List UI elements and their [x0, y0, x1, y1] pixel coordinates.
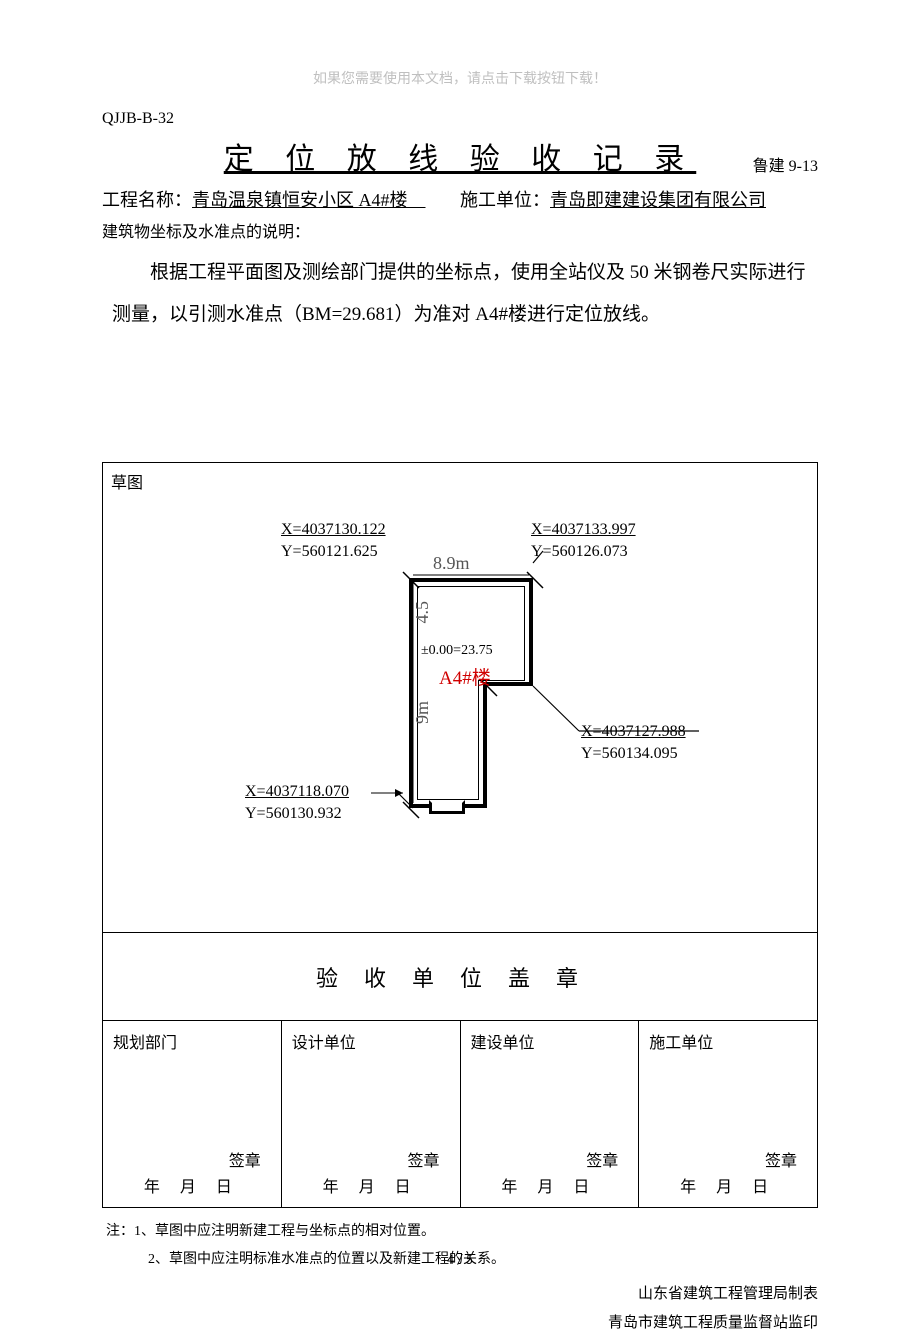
coord-block-tl: X=4037130.122 Y=560121.625 — [281, 519, 386, 564]
coord-block-tr: X=4037133.997 Y=560126.073 — [531, 519, 636, 564]
dept-stamp-1: 签章 — [229, 1147, 261, 1171]
dim-left-upper: 4.5 — [412, 601, 433, 624]
coord-tr-x: X=4037133.997 — [531, 519, 636, 541]
page-title: 定 位 放 线 验 收 记 录 — [224, 134, 697, 178]
building-name: A4#楼 — [439, 663, 491, 690]
page-number: 4 / 5 — [0, 1251, 920, 1268]
coord-br-y: Y=560134.095 — [581, 743, 686, 765]
footer-2: 青岛市建筑工程质量监督站监印 — [102, 1309, 818, 1337]
dept-stamp-3: 签章 — [586, 1147, 618, 1171]
dept-stamp-2: 签章 — [407, 1147, 439, 1171]
dept-title-4: 施工单位 — [649, 1029, 713, 1053]
elevation-text: ±0.00=23.75 — [421, 643, 493, 659]
proj-label: 工程名称： — [102, 190, 192, 210]
coord-block-bl: X=4037118.070 Y=560130.932 — [245, 781, 349, 826]
dept-title-1: 规划部门 — [113, 1029, 177, 1053]
coord-tr-y: Y=560126.073 — [531, 541, 636, 563]
desc-body: 根据工程平面图及测绘部门提供的坐标点，使用全站仪及 50 米钢卷尺实际进行测量，… — [102, 252, 818, 462]
unit-name: 青岛即建建设集团有限公司 — [550, 190, 766, 210]
info-row: 工程名称：青岛温泉镇恒安小区 A4#楼 施工单位：青岛即建建设集团有限公司 — [102, 186, 818, 212]
sketch-label: 草图 — [111, 469, 143, 493]
doc-code: QJJB-B-32 — [102, 110, 818, 128]
desc-label: 建筑物坐标及水准点的说明： — [102, 218, 818, 242]
sketch-cell: 草图 X=4037130.122 Y=560121.625 X=4037133.… — [103, 463, 817, 933]
proj-name: 青岛温泉镇恒安小区 A4#楼 — [192, 190, 408, 210]
dept-design: 设计单位 签章 年 月 日 — [282, 1021, 461, 1207]
coord-tl-x: X=4037130.122 — [281, 519, 386, 541]
dept-date-4: 年 月 日 — [639, 1173, 817, 1197]
dept-build: 建设单位 签章 年 月 日 — [461, 1021, 640, 1207]
footer-block: 山东省建筑工程管理局制表 青岛市建筑工程质量监督站监印 — [102, 1280, 818, 1337]
dept-title-2: 设计单位 — [292, 1029, 356, 1053]
dept-date-3: 年 月 日 — [461, 1173, 639, 1197]
plan-notch — [429, 800, 465, 814]
coord-block-br: X=4037127.988 Y=560134.095 — [581, 721, 686, 766]
stamp-title: 验收单位盖章 — [316, 961, 604, 993]
dept-planning: 规划部门 签章 年 月 日 — [103, 1021, 282, 1207]
plan-inner-lower — [417, 680, 479, 800]
dim-top: 8.9m — [433, 553, 470, 574]
coord-bl-x: X=4037118.070 — [245, 781, 349, 803]
stamp-title-row: 验收单位盖章 — [103, 933, 817, 1021]
coord-tl-y: Y=560121.625 — [281, 541, 386, 563]
dim-left-lower: 9m — [412, 701, 433, 724]
title-row: 定 位 放 线 验 收 记 录 鲁建 9-13 — [102, 134, 818, 178]
dept-date-1: 年 月 日 — [103, 1173, 281, 1197]
dept-title-3: 建设单位 — [471, 1029, 535, 1053]
dept-stamp-4: 签章 — [765, 1147, 797, 1171]
coord-br-x: X=4037127.988 — [581, 721, 686, 743]
document-page: QJJB-B-32 定 位 放 线 验 收 记 录 鲁建 9-13 工程名称：青… — [102, 110, 818, 1337]
note-1: 注：1、草图中应注明新建工程与坐标点的相对位置。 — [106, 1218, 818, 1246]
dept-date-2: 年 月 日 — [282, 1173, 460, 1197]
title-right-code: 鲁建 9-13 — [753, 152, 818, 176]
footer-1: 山东省建筑工程管理局制表 — [102, 1280, 818, 1309]
watermark-text: 如果您需要使用本文档，请点击下载按钮下载！ — [0, 68, 920, 88]
main-table: 草图 X=4037130.122 Y=560121.625 X=4037133.… — [102, 462, 818, 1208]
coord-bl-y: Y=560130.932 — [245, 803, 349, 825]
dept-construct: 施工单位 签章 年 月 日 — [639, 1021, 817, 1207]
dept-row: 规划部门 签章 年 月 日 设计单位 签章 年 月 日 建设单位 签章 年 月 … — [103, 1021, 817, 1207]
unit-label: 施工单位： — [460, 190, 550, 210]
